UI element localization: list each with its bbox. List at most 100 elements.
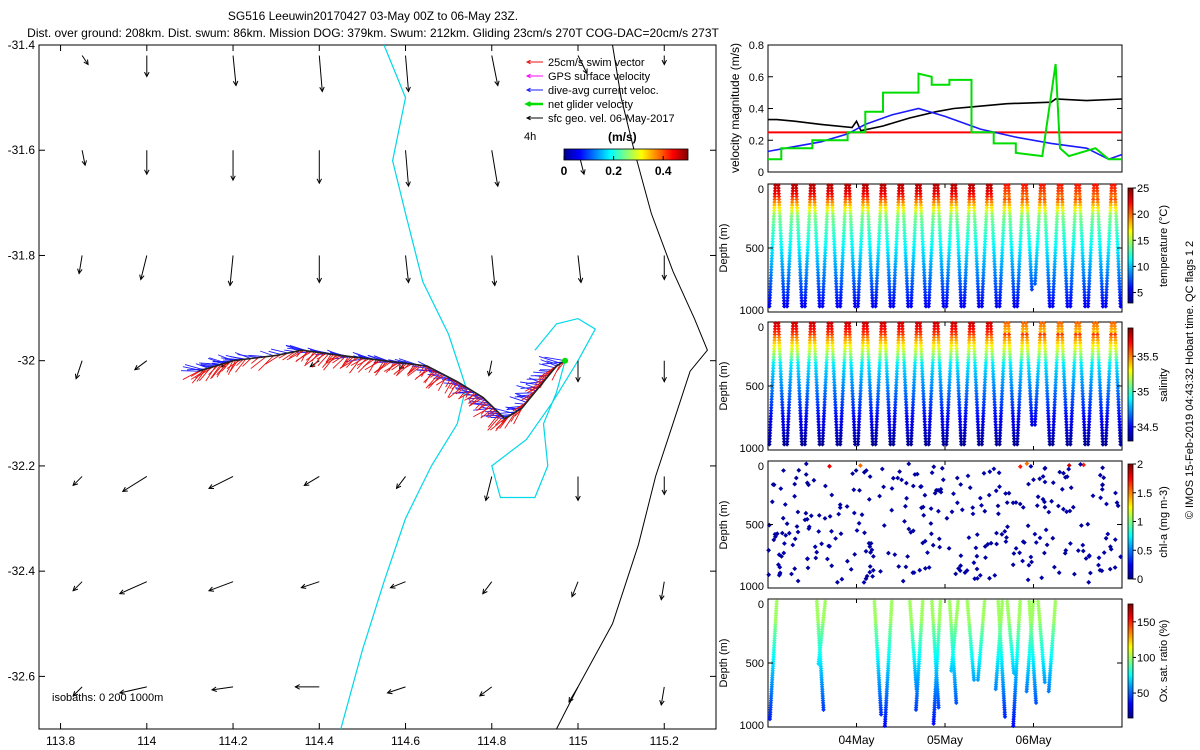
dac-vector bbox=[499, 411, 516, 414]
map-panel: 113.8 114 114.2 114.4 114.6 114.8 115 115.2-31.… bbox=[8, 38, 717, 748]
dac-vector bbox=[195, 363, 209, 369]
figure-title-line2: Dist. over ground: 208km. Dist. swum: 86… bbox=[27, 26, 719, 40]
geo-velocity-vector-shaft bbox=[81, 55, 89, 65]
section-sample-mark bbox=[797, 264, 803, 270]
section-ytick-label: 500 bbox=[746, 381, 764, 393]
map-frame bbox=[38, 44, 717, 730]
section-colorbar-label: chl-a (mg m-3) bbox=[1158, 486, 1170, 558]
dac-vector bbox=[182, 366, 202, 371]
section-sample-mark bbox=[798, 270, 803, 275]
swim-vector bbox=[210, 364, 222, 379]
swim-vector bbox=[455, 386, 467, 395]
section-sample-mark bbox=[799, 292, 804, 298]
geo-velocity-vector-shaft bbox=[232, 55, 237, 86]
section-sample-mark bbox=[804, 270, 809, 275]
section-colorbar bbox=[1127, 463, 1134, 580]
section-sample-mark bbox=[768, 284, 773, 289]
swim-vector bbox=[296, 351, 312, 361]
geo-velocity-vector bbox=[568, 686, 579, 703]
geo-velocity-vector-shaft bbox=[301, 581, 320, 589]
swim-vector bbox=[368, 359, 377, 373]
section-ytick-label: 500 bbox=[746, 520, 764, 532]
geo-velocity-vector bbox=[478, 686, 493, 697]
map-ytick-label: -32.6 bbox=[8, 669, 36, 683]
geo-velocity-vector-head bbox=[72, 691, 79, 697]
section-sample-mark bbox=[804, 264, 810, 270]
velocity-ylabel: velocity magnitude (m/s) bbox=[728, 43, 742, 173]
swim-vector bbox=[317, 353, 330, 367]
section-colorbar-tick-label: 1.5 bbox=[1137, 488, 1152, 500]
map-xtick-label: 113.8 bbox=[46, 734, 75, 748]
swim-vector bbox=[407, 364, 423, 377]
geo-velocity-vector-head bbox=[580, 169, 586, 176]
section-sample-mark bbox=[786, 278, 791, 284]
section-sample-mark bbox=[804, 273, 809, 278]
swim-vector bbox=[473, 405, 493, 418]
geo-velocity-vector bbox=[571, 581, 579, 598]
geo-velocity-vector-head bbox=[661, 274, 667, 281]
geo-velocity-vector bbox=[395, 476, 406, 490]
section-sample-mark bbox=[769, 264, 774, 270]
section-sample-mark bbox=[780, 270, 785, 275]
map-xtick-label: 114.8 bbox=[477, 734, 506, 748]
geo-velocity-vector bbox=[208, 475, 234, 489]
geo-velocity-vector bbox=[303, 476, 320, 486]
geo-velocity-vector-head bbox=[582, 68, 588, 75]
swim-vector bbox=[430, 371, 439, 378]
section-sample-mark bbox=[798, 278, 803, 284]
geo-velocity-vector-shaft bbox=[396, 476, 406, 489]
swim-vector bbox=[451, 382, 460, 390]
dac-vector bbox=[209, 357, 226, 364]
geo-velocity-vector-head bbox=[661, 376, 667, 383]
section-sample-mark bbox=[780, 267, 785, 273]
geo-velocity-vector bbox=[484, 476, 493, 502]
geo-velocity-vector-shaft bbox=[405, 55, 410, 92]
legend-swatch-head bbox=[525, 73, 531, 79]
geo-velocity-vector-head bbox=[659, 594, 665, 601]
geo-velocity-vector bbox=[405, 150, 411, 188]
swim-vector bbox=[436, 376, 449, 386]
geo-velocity-vector-head bbox=[144, 169, 150, 176]
section-sample-mark bbox=[785, 284, 791, 289]
geo-velocity-vector-shaft bbox=[660, 581, 665, 600]
geo-velocity-vector bbox=[210, 686, 234, 692]
section-sample-mark bbox=[797, 261, 803, 267]
dac-vector bbox=[270, 348, 289, 354]
swim-vector bbox=[374, 361, 392, 374]
section-sample-mark bbox=[781, 292, 786, 298]
velocity-ytick-label: 0.6 bbox=[749, 72, 764, 84]
geo-velocity-vector-shaft bbox=[208, 475, 234, 489]
swim-vector bbox=[407, 364, 420, 375]
swim-vector bbox=[464, 393, 477, 401]
swim-vector bbox=[316, 353, 327, 360]
geo-velocity-vector bbox=[482, 581, 493, 595]
swim-vector bbox=[448, 385, 465, 399]
geo-velocity-vector-shaft bbox=[405, 255, 410, 283]
geo-velocity-vector-shaft bbox=[479, 686, 493, 697]
legend-swatch bbox=[525, 115, 543, 121]
map-xtick-label: 115.2 bbox=[650, 734, 679, 748]
velocity-lines bbox=[768, 63, 1122, 161]
swim-vector bbox=[311, 352, 325, 368]
swim-vector bbox=[490, 418, 505, 431]
geo-velocity-vector-shaft bbox=[72, 581, 83, 592]
section-sample-mark bbox=[798, 275, 803, 281]
geo-velocity-vector-shaft bbox=[318, 55, 323, 92]
geo-velocity-vector-shaft bbox=[78, 255, 83, 274]
track-end-marker bbox=[562, 357, 569, 364]
section-sample-mark bbox=[799, 301, 805, 306]
legend-label: dive-avg current veloc. bbox=[548, 85, 659, 97]
geo-velocity-vector-head bbox=[491, 280, 498, 287]
geo-velocity-vector-shaft bbox=[134, 360, 148, 371]
legend-swatch-head bbox=[525, 87, 531, 93]
swim-vector bbox=[423, 370, 437, 383]
section-sample-mark bbox=[767, 292, 773, 298]
swim-vector bbox=[391, 362, 402, 371]
swim-vector bbox=[325, 355, 342, 365]
geo-velocity-vectors bbox=[72, 55, 667, 706]
geo-velocity-vector bbox=[81, 150, 87, 167]
geo-velocity-vector-shaft bbox=[491, 255, 496, 286]
swim-vector bbox=[447, 381, 458, 398]
